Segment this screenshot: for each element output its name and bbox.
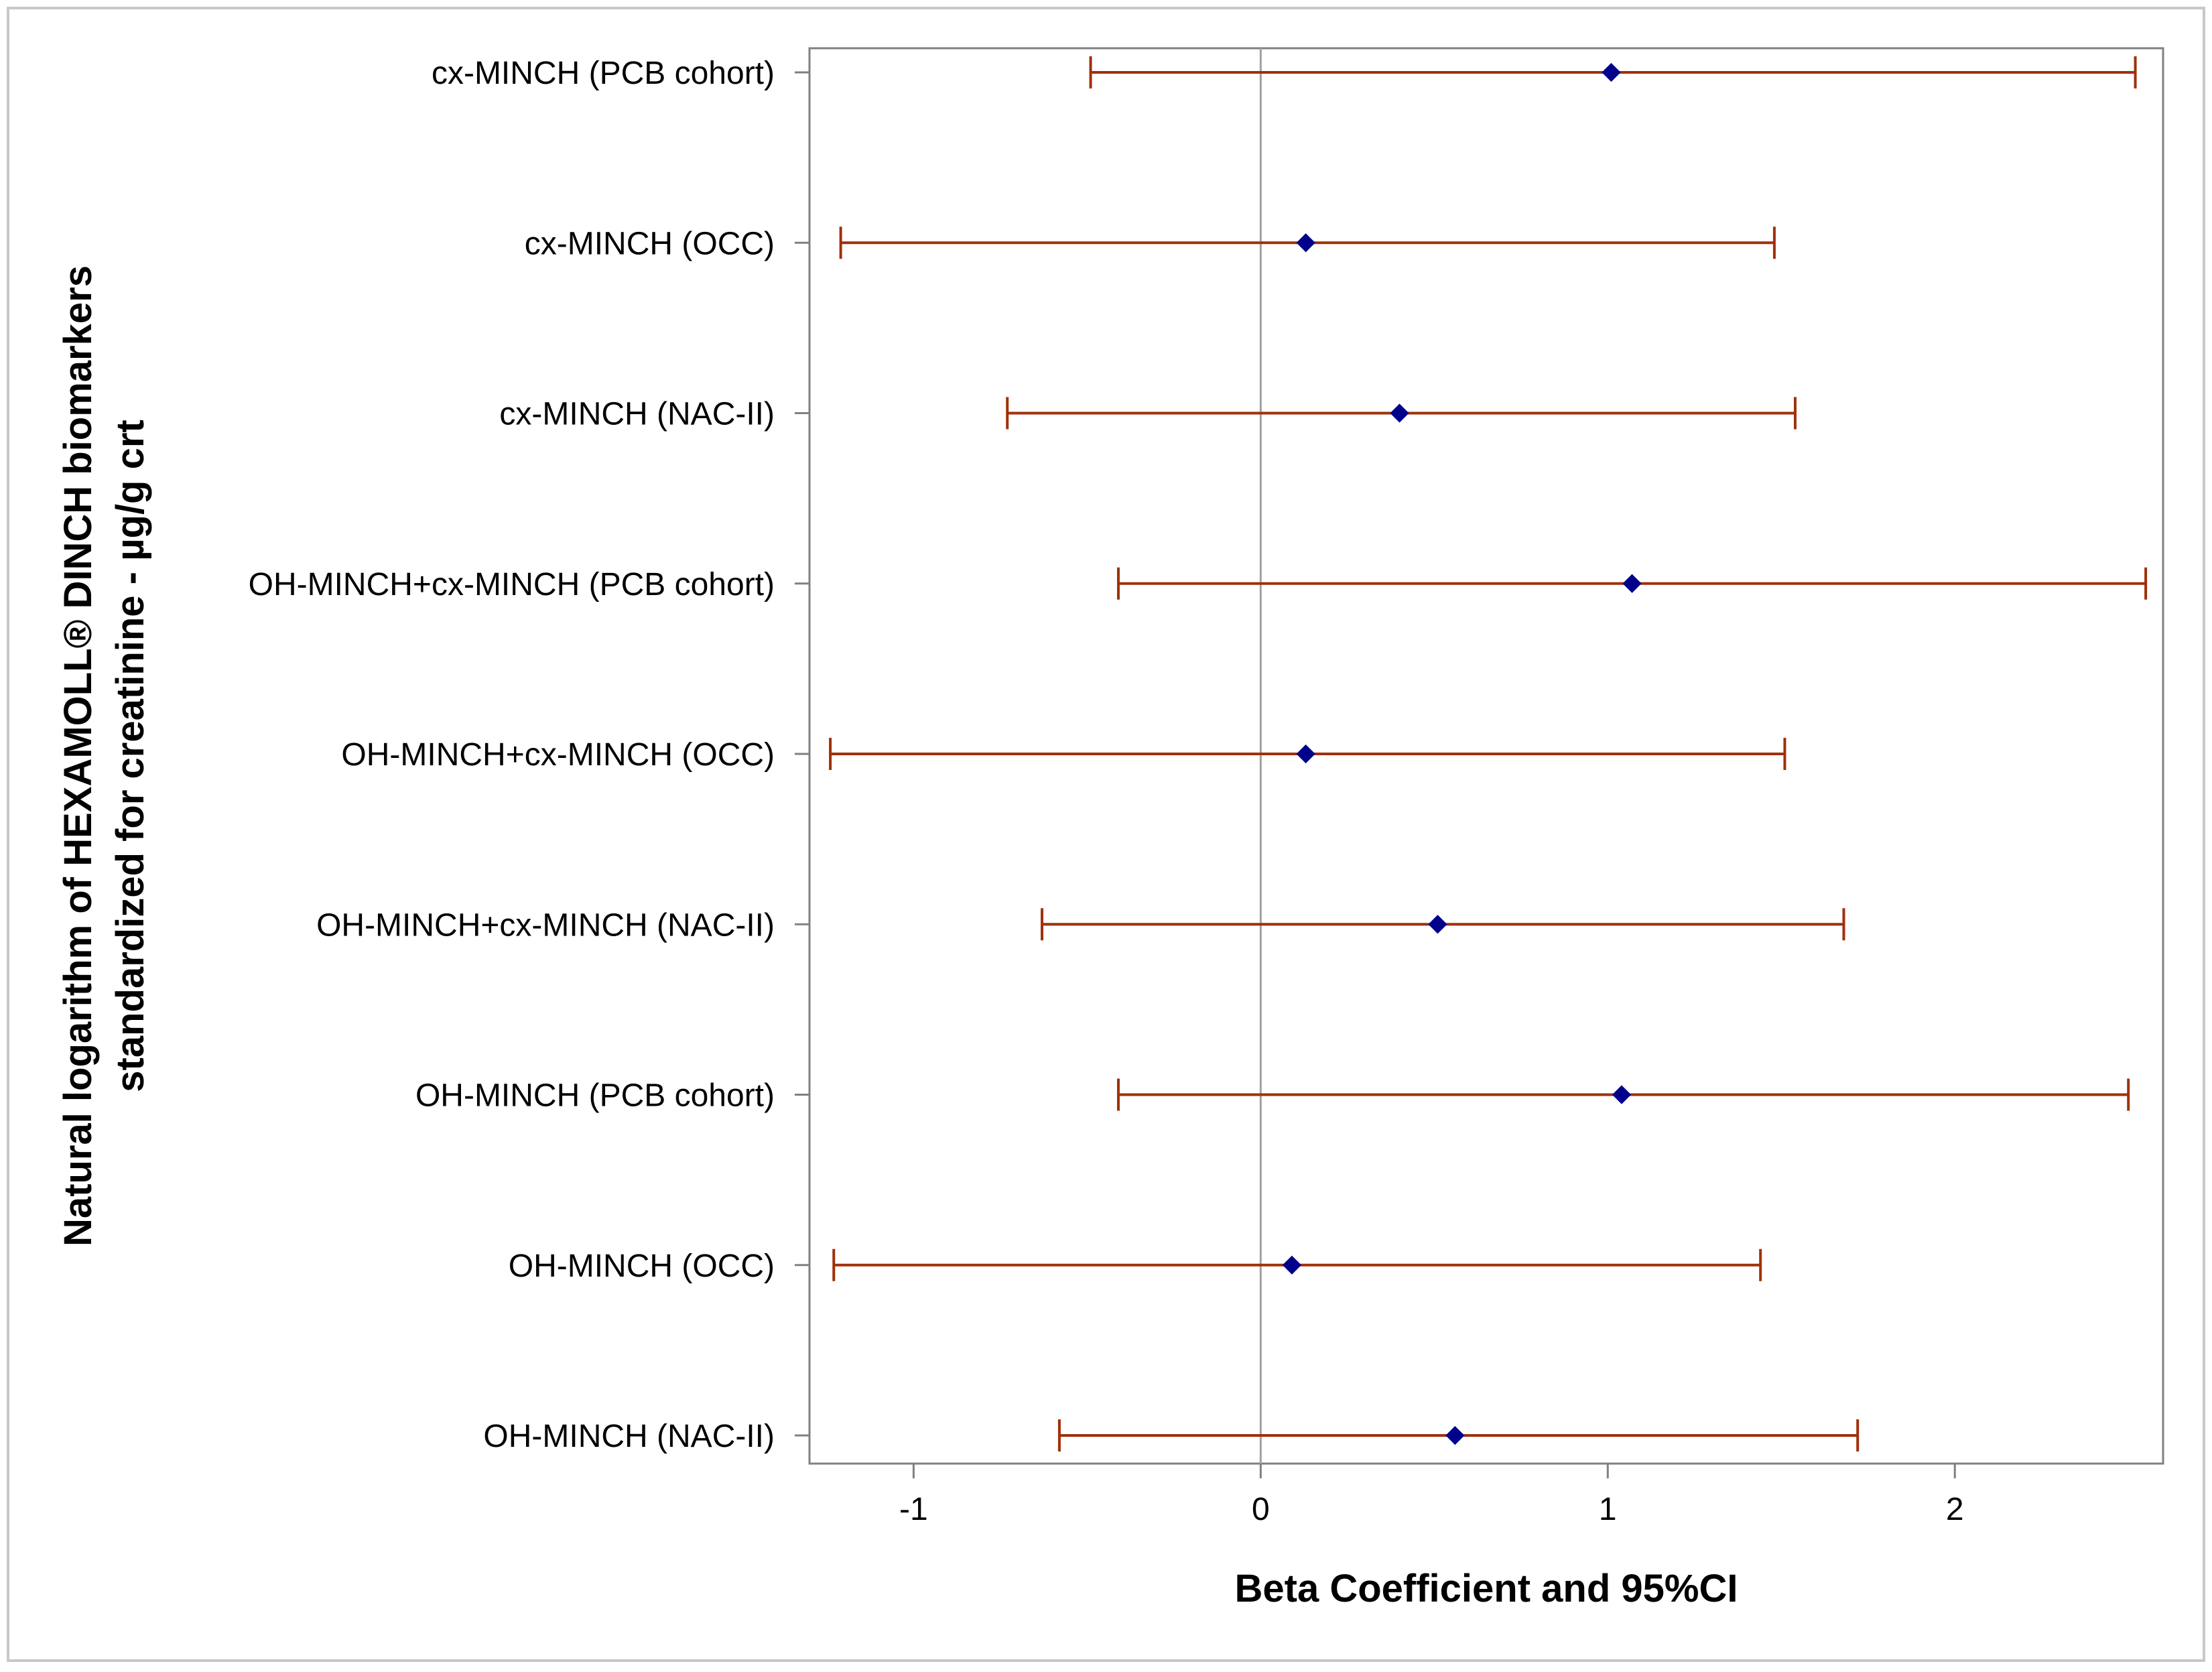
point-estimate-marker xyxy=(1602,62,1621,82)
point-estimate-marker xyxy=(1622,574,1642,593)
y-category-label: cx-MINCH (OCC) xyxy=(525,226,775,261)
y-category-label: OH-MINCH (PCB cohort) xyxy=(415,1078,775,1114)
y-axis-title-line-1: Natural logarithm of HEXAMOLL® DINCH bio… xyxy=(56,265,100,1246)
plot-area-frame xyxy=(808,47,2164,1465)
y-category-label: OH-MINCH (NAC-II) xyxy=(483,1419,775,1454)
y-category-label: OH-MINCH+cx-MINCH (OCC) xyxy=(341,737,775,773)
y-category-label: OH-MINCH+cx-MINCH (PCB cohort) xyxy=(249,567,775,602)
x-tick-label: 2 xyxy=(1946,1492,1964,1527)
y-category-label: OH-MINCH+cx-MINCH (NAC-II) xyxy=(316,907,775,943)
point-estimate-marker xyxy=(1296,744,1315,764)
y-category-label: cx-MINCH (PCB cohort) xyxy=(432,56,775,91)
x-tick-label: 0 xyxy=(1252,1492,1270,1527)
y-axis-title-line-2: standardized for creatinine - µg/g crt xyxy=(109,420,152,1092)
y-category-label: cx-MINCH (NAC-II) xyxy=(499,397,775,432)
x-tick-label: -1 xyxy=(899,1492,928,1527)
y-category-label: OH-MINCH (OCC) xyxy=(509,1248,775,1284)
x-tick-label: 1 xyxy=(1599,1492,1617,1527)
point-estimate-marker xyxy=(1612,1085,1632,1104)
point-estimate-marker xyxy=(1390,403,1409,423)
point-estimate-marker xyxy=(1296,233,1315,253)
point-estimate-marker xyxy=(1282,1255,1302,1275)
point-estimate-marker xyxy=(1445,1425,1465,1445)
x-axis-title: Beta Coefficient and 95%CI xyxy=(1235,1567,1738,1610)
point-estimate-marker xyxy=(1428,915,1447,934)
outer-border xyxy=(7,7,2205,1662)
